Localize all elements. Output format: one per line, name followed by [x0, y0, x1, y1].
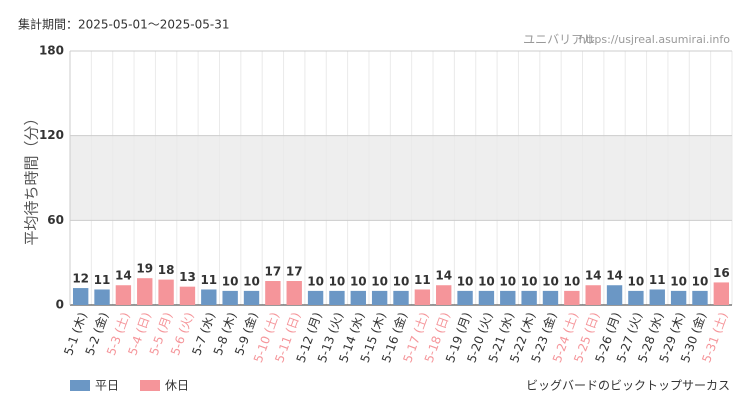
value-label: 10: [692, 274, 709, 288]
bar: [243, 290, 260, 305]
attraction: ビッグバードのビックトップサーカス: [526, 379, 730, 393]
bar: [179, 286, 196, 305]
value-label: 10: [222, 274, 239, 288]
shaded-band: [70, 135, 732, 221]
site-name: ユニバリアル: [523, 33, 595, 47]
value-label: 10: [457, 274, 474, 288]
value-label: 10: [243, 274, 260, 288]
y-tick-label: 0: [56, 298, 64, 312]
bar: [692, 290, 708, 305]
value-label: 14: [115, 269, 132, 283]
value-label: 10: [542, 274, 559, 288]
bar: [436, 285, 452, 305]
legend-label: 休日: [165, 379, 189, 393]
value-label: 10: [521, 274, 538, 288]
legend-swatch: [140, 380, 160, 391]
bar: [72, 288, 89, 305]
value-label: 10: [393, 274, 410, 288]
value-label: 14: [606, 269, 623, 283]
value-label: 10: [478, 274, 495, 288]
bar: [201, 289, 217, 305]
bar: [564, 290, 580, 305]
value-label: 19: [136, 262, 153, 276]
y-axis-label: 平均待ち時間（分）: [23, 110, 41, 245]
site-url: https://usjreal.asumirai.info: [579, 33, 730, 46]
value-label: 11: [94, 273, 111, 287]
value-label: 10: [307, 274, 324, 288]
bar: [94, 289, 110, 305]
value-label: 17: [265, 265, 282, 279]
y-tick-label: 60: [47, 213, 64, 227]
bar: [649, 289, 665, 305]
value-label: 14: [435, 269, 452, 283]
bar: [521, 290, 537, 305]
value-label: 10: [371, 274, 388, 288]
value-label: 10: [563, 274, 580, 288]
value-label: 10: [499, 274, 516, 288]
period: 集計期間：2025-05-01〜2025-05-31: [18, 17, 229, 32]
bar: [500, 290, 516, 305]
value-label: 13: [179, 270, 196, 284]
bar: [478, 290, 495, 305]
bar: [670, 290, 687, 305]
bar: [606, 285, 623, 305]
bar: [457, 290, 473, 305]
value-label: 11: [649, 273, 666, 287]
y-tick-label: 120: [39, 128, 64, 142]
bar: [137, 278, 153, 305]
value-label: 14: [585, 269, 602, 283]
bar: [542, 290, 559, 305]
bar: [329, 290, 345, 305]
bar: [286, 281, 302, 305]
bar: [222, 290, 238, 305]
value-label: 12: [72, 272, 89, 286]
value-label: 16: [713, 266, 730, 280]
bar: [585, 285, 601, 305]
legend-label: 平日: [95, 379, 119, 393]
value-label: 11: [414, 273, 431, 287]
bar: [414, 289, 431, 305]
value-label: 10: [350, 274, 367, 288]
bar: [350, 290, 366, 305]
bar: [393, 290, 409, 305]
value-label: 18: [158, 263, 175, 277]
bar: [307, 290, 324, 305]
value-label: 17: [286, 265, 303, 279]
value-label: 10: [628, 274, 645, 288]
bar: [628, 290, 644, 305]
legend-swatch: [70, 380, 90, 391]
value-label: 10: [329, 274, 346, 288]
value-label: 10: [670, 274, 687, 288]
bar: [371, 290, 388, 305]
y-tick-label: 180: [39, 44, 64, 58]
bar: [115, 285, 132, 305]
value-label: 11: [200, 273, 217, 287]
bar: [158, 279, 174, 305]
bar: [713, 282, 730, 305]
bar: [265, 281, 281, 305]
